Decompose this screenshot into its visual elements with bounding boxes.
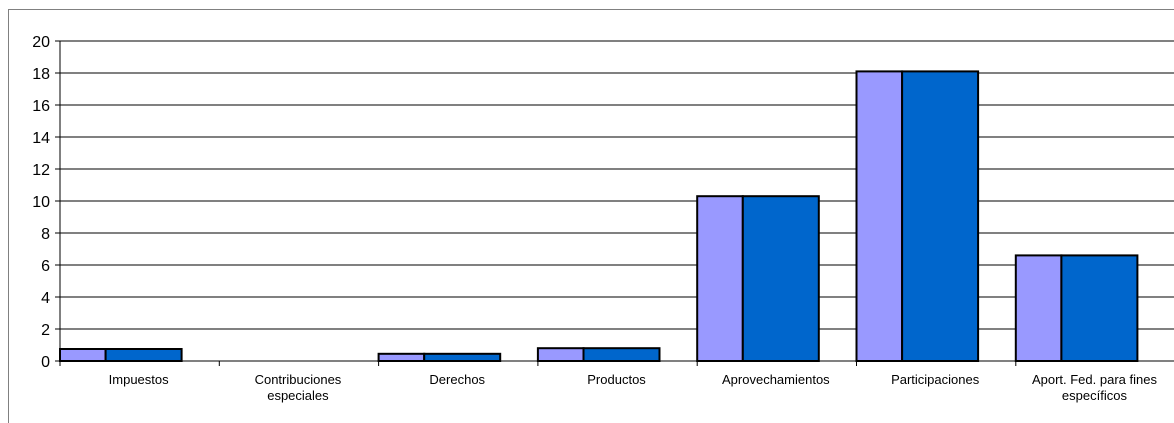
category-label: Impuestos bbox=[109, 372, 169, 387]
bar-series1-2 bbox=[377, 352, 426, 362]
bar-series2-6 bbox=[1060, 254, 1139, 362]
category-label: Contribuciones especiales bbox=[255, 372, 342, 403]
y-tick-label: 4 bbox=[41, 290, 50, 307]
y-tick-label: 18 bbox=[32, 66, 50, 83]
bar-series1-6 bbox=[1014, 254, 1063, 362]
bar-series1-4 bbox=[696, 195, 744, 362]
bar-series2-3 bbox=[582, 347, 661, 363]
category-label: Productos bbox=[587, 372, 646, 387]
y-tick-label: 10 bbox=[32, 194, 50, 211]
y-tick-label: 2 bbox=[41, 322, 50, 339]
bar-series2-4 bbox=[741, 195, 820, 362]
y-tick-label: 14 bbox=[32, 130, 50, 147]
bar-series2-5 bbox=[901, 70, 980, 363]
category-labels: Impuestos Contribuciones especiales Derecho… bbox=[109, 372, 1158, 403]
y-tick-label: 12 bbox=[32, 162, 50, 179]
category-label: Participaciones bbox=[891, 372, 980, 387]
bar-series1-5 bbox=[855, 70, 904, 363]
category-label: Aprovechamientos bbox=[722, 372, 830, 387]
y-tick-label: 0 bbox=[41, 354, 50, 371]
y-tick-label: 6 bbox=[41, 258, 50, 275]
y-tick-label: 16 bbox=[32, 98, 50, 115]
axes bbox=[55, 40, 1174, 366]
bar-series2-2 bbox=[423, 352, 502, 362]
category-label: Derechos bbox=[429, 372, 485, 387]
category-label: Aport. Fed. para fines específicos bbox=[1032, 372, 1158, 403]
y-tick-label: 20 bbox=[32, 34, 50, 51]
gridlines bbox=[60, 40, 1174, 330]
y-tick-label: 8 bbox=[41, 226, 50, 243]
bar-series1-0 bbox=[59, 348, 107, 362]
bar-series2-0 bbox=[104, 348, 183, 362]
y-tick-labels: 0 2 4 6 8 10 12 14 16 18 20 bbox=[32, 34, 50, 371]
bars bbox=[59, 70, 1139, 363]
bar-series1-3 bbox=[536, 347, 585, 363]
